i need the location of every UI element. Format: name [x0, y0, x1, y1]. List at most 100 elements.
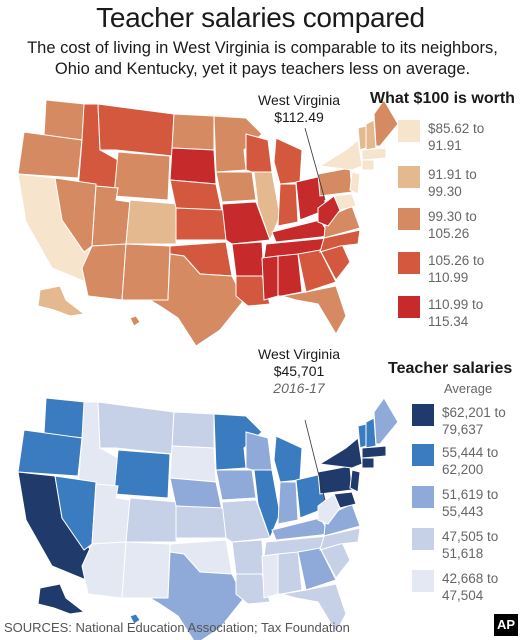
salary-legend-label-4: 47,505 to 51,618 [442, 529, 499, 561]
page-subtitle: The cost of living in West Virginia is c… [27, 39, 498, 78]
cost-legend-swatch-4 [398, 252, 420, 274]
state-north-carolina [319, 229, 361, 253]
cost-legend-swatch-2 [398, 166, 420, 188]
state-florida [281, 285, 347, 335]
state-hawaii [129, 315, 141, 327]
state-massachusetts [361, 147, 387, 161]
state-nevada [54, 177, 97, 253]
state-new-jersey [349, 171, 361, 195]
wv-salary-callout-year: 2016-17 [273, 380, 325, 396]
state-new-mexico [121, 541, 171, 599]
salary-legend-label-3: 51,619 to 55,443 [442, 487, 499, 519]
state-arkansas [231, 241, 265, 277]
state-georgia [297, 547, 337, 591]
state-new-hampshire [365, 119, 377, 151]
state-wyoming [113, 151, 171, 201]
cost-legend-title: What $100 is worth [370, 90, 515, 107]
cost-legend-label-2: 91.91 to 99.30 [428, 167, 477, 199]
salary-legend-swatch-1 [412, 404, 434, 426]
state-west-virginia [317, 493, 341, 525]
state-missouri [221, 499, 271, 543]
state-pennsylvania [317, 465, 353, 495]
state-illinois [253, 171, 281, 242]
state-colorado [125, 497, 179, 543]
state-nebraska [169, 477, 223, 511]
state-alabama [277, 551, 303, 595]
salary-legend-label-5: 42,668 to 47,504 [442, 571, 499, 603]
wv-callout-line [304, 127, 326, 201]
state-south-dakota [169, 445, 217, 483]
state-iowa [215, 469, 257, 501]
state-north-dakota [171, 411, 215, 449]
state-colorado [125, 199, 179, 245]
state-pennsylvania [317, 167, 353, 197]
state-montana [97, 401, 175, 455]
state-arizona [81, 541, 127, 599]
state-new-york [318, 437, 363, 469]
cost-legend-label-1: $85.62 to 91.91 [428, 121, 485, 153]
state-nebraska [169, 179, 223, 213]
cost-legend-label-4: 105.26 to 110.99 [428, 253, 485, 285]
state-connecticut [361, 457, 375, 469]
state-illinois [253, 469, 281, 540]
salary-legend-label-2: 55,444 to 62,200 [442, 445, 499, 477]
state-new-jersey [349, 469, 361, 493]
state-indiana [277, 183, 299, 227]
state-washington [43, 99, 86, 141]
salary-legend-swatch-2 [412, 444, 434, 466]
wv-salary-callout: West Virginia $45,701 2016-17 [244, 346, 354, 397]
state-georgia [297, 249, 337, 293]
salary-legend-title: Teacher salaries [388, 360, 513, 377]
state-mississippi [261, 553, 279, 599]
state-oregon [17, 131, 83, 179]
state-west-virginia [317, 195, 341, 227]
state-arizona [81, 243, 127, 301]
state-new-hampshire [365, 417, 377, 449]
state-maryland [333, 193, 357, 211]
state-louisiana [235, 573, 271, 605]
salary-legend-swatch-3 [412, 486, 434, 508]
wv-salary-callout-state: West Virginia [258, 346, 340, 362]
state-texas [148, 253, 245, 347]
state-montana [97, 103, 175, 157]
salary-legend-subtitle: Average [444, 381, 493, 396]
state-missouri [221, 201, 271, 245]
state-wisconsin [245, 133, 273, 173]
state-massachusetts [361, 445, 387, 459]
state-vermont [357, 423, 367, 449]
state-north-carolina [319, 527, 361, 551]
cost-legend-label-3: 99.30 to 105.26 [428, 209, 477, 241]
cost-legend-swatch-1 [398, 120, 420, 142]
state-new-mexico [121, 243, 171, 301]
state-connecticut [361, 159, 375, 171]
state-new-york [318, 139, 363, 171]
salary-legend-label-1: $62,201 to 79,637 [442, 405, 506, 437]
state-mississippi [261, 255, 279, 301]
state-virginia [323, 503, 361, 537]
state-florida [281, 583, 347, 633]
state-hawaii [129, 613, 141, 625]
ap-logo: AP [494, 614, 518, 636]
state-iowa [215, 171, 257, 203]
state-arkansas [231, 539, 265, 575]
state-alabama [277, 253, 303, 297]
state-maine [373, 99, 399, 147]
sources-note: SOURCES: National Education Association;… [4, 620, 350, 635]
state-vermont [357, 125, 367, 151]
wv-cost-callout-value: $112.49 [274, 109, 324, 125]
cost-legend-swatch-3 [398, 208, 420, 230]
state-alaska [37, 285, 86, 317]
state-virginia [323, 205, 361, 239]
cost-legend-label-5: 110.99 to 115.34 [428, 297, 484, 329]
page-title: Teacher salaries compared [96, 2, 425, 33]
state-maine [373, 397, 399, 445]
cost-legend-swatch-5 [398, 296, 420, 318]
wv-cost-callout: West Virginia $112.49 [244, 92, 354, 126]
salary-legend-swatch-5 [412, 570, 434, 592]
state-michigan [273, 435, 303, 483]
cost-of-living-map [17, 99, 399, 347]
state-wisconsin [245, 431, 273, 471]
state-north-dakota [171, 113, 215, 151]
state-michigan [273, 137, 303, 185]
